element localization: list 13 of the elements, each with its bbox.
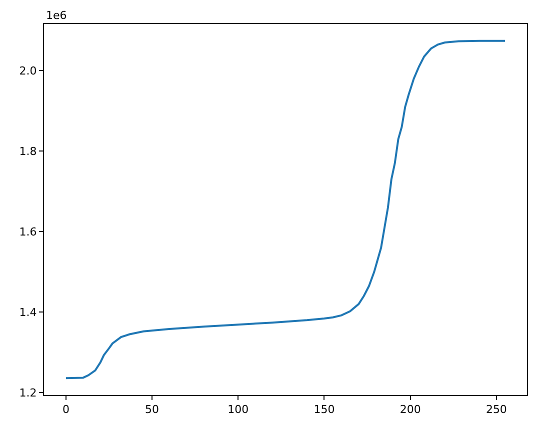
y-tick-label: 2.0 bbox=[19, 64, 37, 78]
y-tick-label: 1.2 bbox=[19, 386, 37, 400]
y-tick-label: 1.4 bbox=[19, 306, 37, 319]
x-tick-label: 200 bbox=[400, 403, 421, 416]
y-tick-label: 1.8 bbox=[19, 145, 37, 158]
x-tick-label: 150 bbox=[314, 403, 335, 416]
x-tick-label: 100 bbox=[228, 403, 249, 416]
line-series bbox=[64, 40, 506, 380]
x-tick-label: 50 bbox=[145, 403, 160, 416]
x-tick-label: 250 bbox=[486, 403, 507, 416]
text: 1e6 bbox=[46, 9, 67, 22]
y-tick-label: 1.6 bbox=[19, 225, 37, 238]
x-tick-label: 0 bbox=[62, 403, 70, 416]
